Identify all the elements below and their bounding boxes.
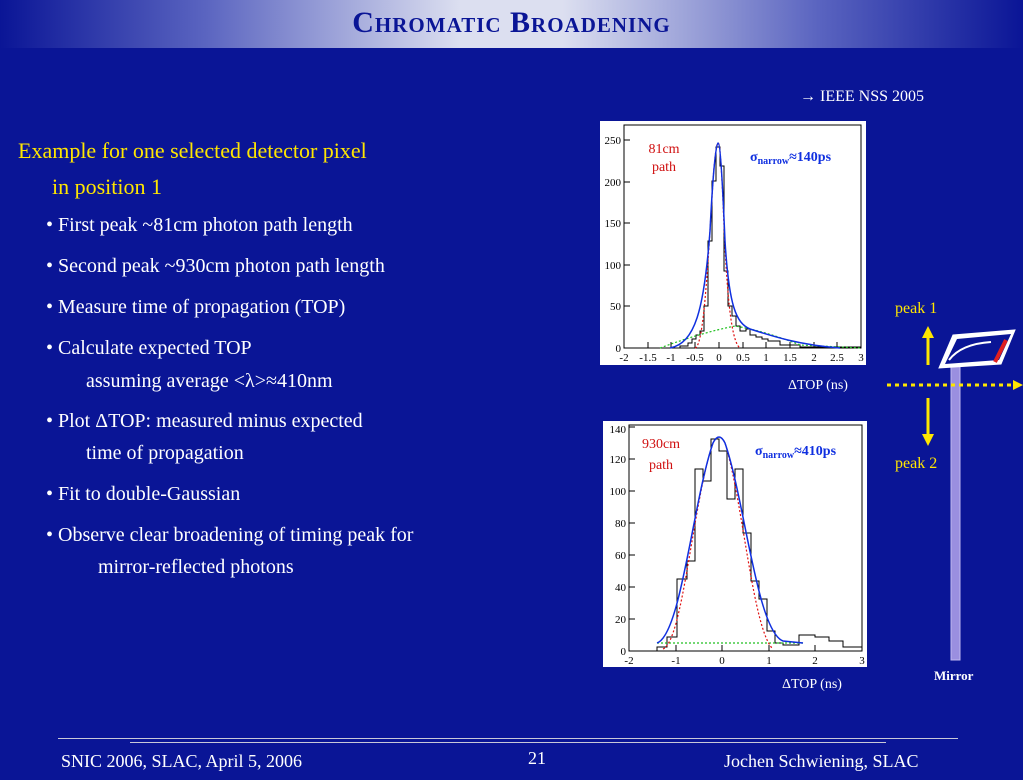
bullet-first-peak: • First peak ~81cm photon path length — [46, 214, 353, 236]
bullet-calc-top: • Calculate expected TOP — [46, 337, 252, 359]
bullet-calc-top-cont: assuming average <λ>≈410nm — [86, 370, 333, 392]
down-arrow-icon — [922, 434, 934, 446]
mirror-label: Mirror — [934, 668, 974, 683]
footer-author: Jochen Schwiening, SLAC — [724, 751, 919, 771]
bullet-plot-dtop-cont: time of propagation — [86, 442, 244, 464]
plot2-ytick: 120 — [610, 454, 627, 466]
beam-arrow — [1013, 380, 1023, 390]
plot1-xtick: -2 — [619, 352, 628, 364]
plot2-ytick: 140 — [610, 424, 627, 436]
plot1-sigma: σnarrow≈140ps — [750, 150, 832, 167]
bullet-second-peak: • Second peak ~930cm photon path length — [46, 255, 385, 277]
plot2-ytick: 0 — [621, 646, 627, 658]
plot1-xtick: 1.5 — [783, 352, 797, 364]
bullet-fit: • Fit to double-Gaussian — [46, 483, 241, 505]
plot2-narrow-fit — [662, 436, 774, 650]
plot2-ytick: 60 — [615, 550, 627, 562]
plot1-path-label: 81cm — [648, 142, 679, 157]
plot1-xtick: 1 — [763, 352, 769, 364]
heading-line-2: in position 1 — [52, 174, 163, 199]
plot1-xtick: 0.5 — [736, 352, 750, 364]
plot1-xtick: -1.5 — [639, 352, 657, 364]
plot1-xlabel: ΔTOP (ns) — [788, 378, 848, 393]
plot2-histogram — [629, 438, 862, 652]
footer-divider — [58, 738, 958, 739]
plot1-ytick-50: 50 — [610, 301, 622, 313]
mirror-bar — [950, 359, 961, 661]
bullet-measure-top: • Measure time of propagation (TOP) — [46, 296, 346, 318]
plot2-frame — [628, 424, 863, 652]
plot1-xtick: 0 — [716, 352, 722, 364]
plot1-path-label-2: path — [652, 160, 676, 175]
plot1-ytick-200: 200 — [605, 177, 622, 189]
heading-line-1: Example for one selected detector pixel — [18, 138, 367, 163]
bullet-observe-cont: mirror-reflected photons — [98, 556, 294, 578]
plot2-xtick: 3 — [859, 655, 865, 667]
plot1-ytick-150: 150 — [605, 218, 622, 230]
plot1-xtick: 2.5 — [830, 352, 844, 364]
plot2-path-label-2: path — [649, 458, 673, 473]
plot1-total-fit — [669, 142, 841, 349]
plot1-histogram — [624, 146, 861, 349]
histogram-peak-2: 0 20 40 60 80 100 120 140 -2 -1 0 1 2 3 … — [603, 421, 867, 667]
plot1-ytick-100: 100 — [605, 260, 622, 272]
plot2-xtick: -1 — [671, 655, 680, 667]
detector-box-inner — [945, 334, 1011, 364]
plot1-xtick: 2 — [811, 352, 817, 364]
plot2-xtick: 0 — [719, 655, 725, 667]
plot2-xtick: -2 — [624, 655, 633, 667]
plot2-ytick: 100 — [610, 486, 627, 498]
detector-pixel-icon — [993, 339, 1008, 363]
slide-title: Chromatic Broadening — [352, 6, 671, 39]
peak-2-label: peak 2 — [895, 455, 938, 472]
plot2-xtick: 1 — [766, 655, 772, 667]
reference-note: → IEEE NSS 2005 — [800, 88, 924, 105]
footer-event: SNIC 2006, SLAC, April 5, 2006 — [61, 751, 303, 771]
plot2-sigma: σnarrow≈410ps — [755, 444, 837, 461]
plot2-ytick: 40 — [615, 582, 627, 594]
bullet-observe: • Observe clear broadening of timing pea… — [46, 524, 414, 546]
plot1-ytick-250: 250 — [605, 135, 622, 147]
plot2-total-fit — [656, 436, 804, 644]
peak-1-label: peak 1 — [895, 300, 938, 317]
plot1-xtick: -0.5 — [686, 352, 704, 364]
histogram-peak-1: 0 50 100 150 200 250 -2 -1.5 -1 -0.5 0 0… — [600, 121, 866, 365]
page-number: 21 — [528, 748, 546, 768]
plot1-xtick: -1 — [666, 352, 675, 364]
bullet-plot-dtop: • Plot ΔTOP: measured minus expected — [46, 410, 363, 432]
up-arrow-icon — [922, 326, 934, 338]
title-bar — [0, 0, 1023, 48]
plot1-xtick: 3 — [858, 352, 864, 364]
plot2-xtick: 2 — [812, 655, 818, 667]
heading: Example for one selected detector pixel … — [18, 133, 367, 205]
detector-curve — [948, 341, 992, 361]
plot2-path-label: 930cm — [642, 437, 680, 452]
mirror-diagram — [887, 326, 1023, 661]
plot2-ytick: 80 — [615, 518, 627, 530]
plot1-narrow-fit — [694, 142, 741, 349]
footer-divider-2 — [130, 742, 886, 743]
plot2-ytick: 20 — [615, 614, 627, 626]
plot1-ytick-0: 0 — [616, 343, 622, 355]
plot2-xlabel: ΔTOP (ns) — [782, 677, 842, 692]
